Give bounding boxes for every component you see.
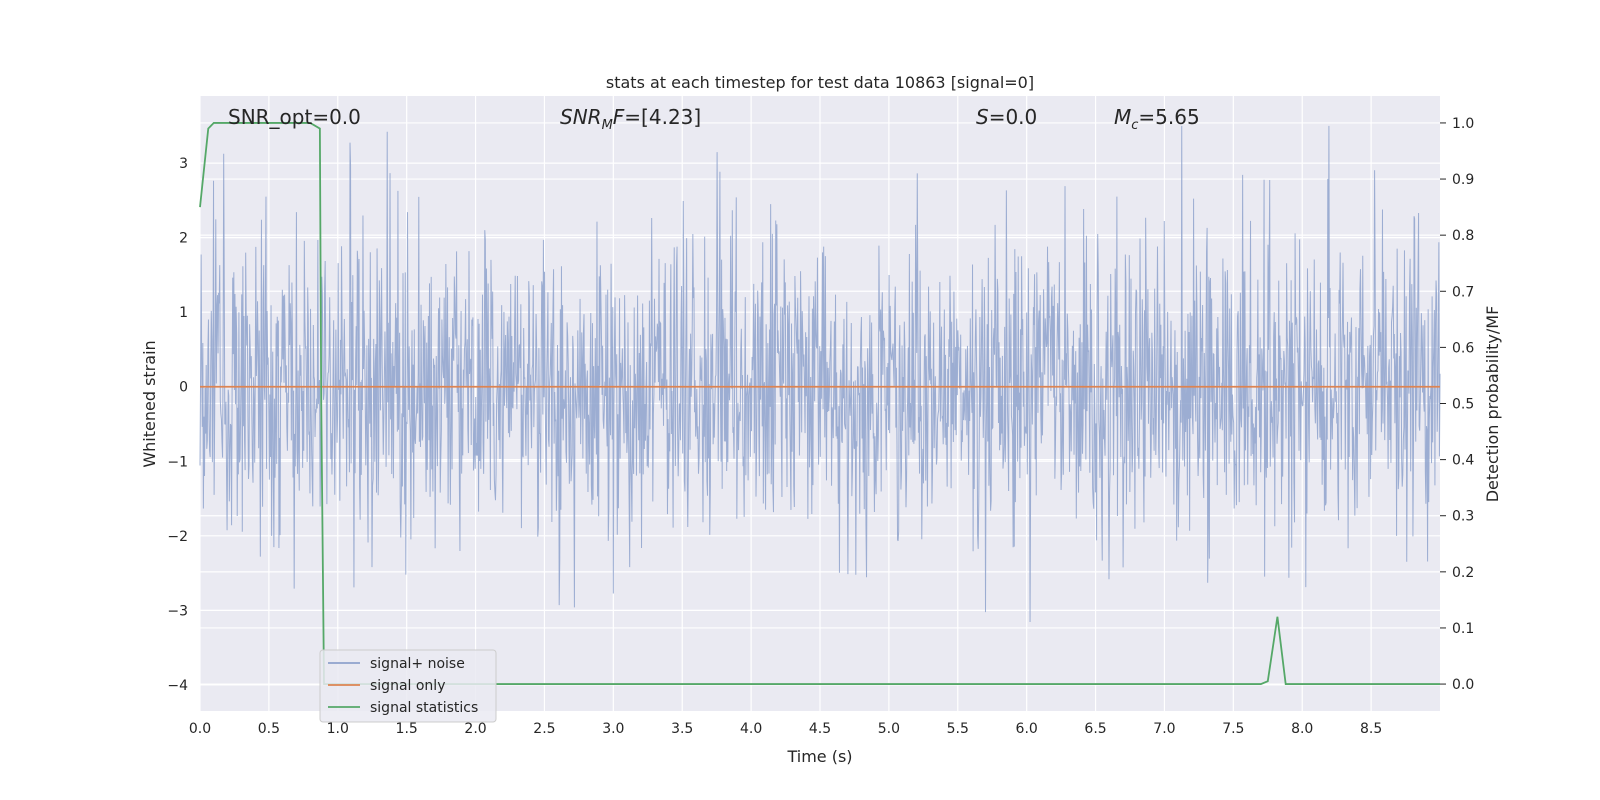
signal-statistics-line (199, 122, 1440, 685)
x-tick-label: 8.5 (1360, 721, 1382, 737)
legend-entry-signal-only: signal only (370, 678, 445, 694)
y-tick-label: −3 (167, 603, 188, 619)
chart-title: stats at each timestep for test data 108… (606, 73, 1034, 92)
annotation-snr-mf-value: =[4.23] (624, 105, 701, 129)
y2-tick-label: 0.5 (1452, 397, 1474, 413)
x-tick-label: 7.5 (1222, 721, 1244, 737)
x-tick-label: 1.0 (327, 721, 349, 737)
annotation-snr-mf: SNRMF=[4.23] (560, 105, 701, 133)
y-tick-label: 1 (179, 305, 188, 321)
series-signal-noise (199, 125, 1441, 623)
y2-tick-label: 0.2 (1452, 565, 1474, 581)
x-axis-ticks: 0.0 0.5 1.0 1.5 2.0 2.5 3.0 3.5 4.0 4.5 5.0 5.5 6.0 6… (189, 721, 1382, 737)
y2-tick-label: 0.3 (1452, 509, 1474, 525)
annotation-mc: Mc=5.65 (1114, 105, 1200, 133)
y2-tick-label: 0.6 (1452, 340, 1474, 356)
y2-axis-ticks: 1.0 0.9 0.8 0.7 0.6 0.5 0.4 0.3 0.2 0.1 0.0 (1440, 116, 1474, 693)
signal-noise-line (199, 125, 1441, 623)
annotation-mc-value: =5.65 (1138, 105, 1199, 129)
legend-entry-signal-noise: signal+ noise (370, 656, 465, 672)
legend-entry-signal-statistics: signal statistics (370, 700, 478, 716)
annotation-s: S=0.0 (976, 105, 1037, 129)
annotation-s-value: =0.0 (989, 105, 1038, 129)
x-tick-label: 4.5 (809, 721, 831, 737)
annotation-snr-opt: SNR_opt=0.0 (228, 105, 361, 129)
y2-axis-label: Detection probability/MF (1483, 306, 1502, 503)
x-tick-label: 6.5 (1084, 721, 1106, 737)
y-tick-label: 3 (179, 156, 188, 172)
x-tick-label: 5.0 (878, 721, 900, 737)
x-tick-label: 2.5 (533, 721, 555, 737)
x-tick-label: 1.5 (396, 721, 418, 737)
x-tick-label: 6.0 (1016, 721, 1038, 737)
legend-box (319, 649, 497, 723)
series-lines (199, 122, 1440, 685)
x-tick-label: 2.0 (464, 721, 486, 737)
y-axis-ticks: 3 2 1 0 −1 −2 −3 −4 (167, 156, 188, 694)
x-tick-label: 0.0 (189, 721, 211, 737)
y-tick-label: 2 (179, 231, 188, 247)
y2-tick-label: 0.9 (1452, 172, 1474, 188)
x-tick-label: 4.0 (740, 721, 762, 737)
y2-tick-label: 0.8 (1452, 228, 1474, 244)
y2-tick-label: 0.7 (1452, 284, 1474, 300)
y2-tick-label: 0.0 (1452, 677, 1474, 693)
x-tick-label: 3.5 (671, 721, 693, 737)
y2-tick-label: 1.0 (1452, 116, 1474, 132)
x-tick-label: 0.5 (258, 721, 280, 737)
x-tick-label: 8.0 (1291, 721, 1313, 737)
y-tick-label: −4 (167, 678, 188, 694)
x-tick-label: 5.5 (947, 721, 969, 737)
legend: signal+ noise signal only signal statist… (319, 649, 497, 723)
y2-tick-label: 0.4 (1452, 453, 1474, 469)
x-axis-label: Time (s) (786, 747, 852, 766)
y-tick-label: −1 (167, 454, 188, 470)
y-tick-label: −2 (167, 529, 188, 545)
y-axis-label: Whitened strain (140, 340, 159, 467)
x-tick-label: 7.0 (1153, 721, 1175, 737)
x-tick-label: 3.0 (602, 721, 624, 737)
y-tick-label: 0 (179, 380, 188, 396)
y2-tick-label: 0.1 (1452, 621, 1474, 637)
